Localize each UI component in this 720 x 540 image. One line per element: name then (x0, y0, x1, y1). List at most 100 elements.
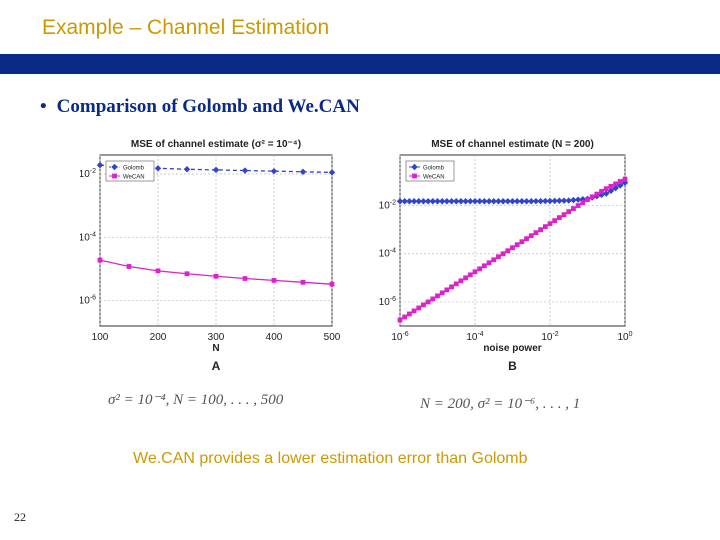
x-tick-label: 10-2 (541, 331, 558, 343)
x-tick-label: 10-4 (466, 331, 483, 343)
x-tick-label: 400 (266, 332, 283, 343)
data-point (435, 293, 440, 299)
data-point (505, 248, 511, 254)
data-point (579, 196, 587, 203)
data-point (462, 198, 469, 205)
data-point (617, 179, 623, 184)
data-point (556, 197, 563, 204)
x-tick-label: 200 (150, 332, 167, 343)
data-point (477, 266, 483, 272)
chart-a: MSE of channel estimate (σ² = 10⁻⁴) 100 20… (80, 139, 341, 373)
data-point (213, 273, 219, 279)
data-point (499, 198, 507, 205)
x-tick-label: 500 (324, 332, 341, 343)
data-point (402, 314, 408, 320)
data-point (270, 167, 278, 175)
data-point (603, 190, 610, 197)
data-point (425, 299, 431, 305)
data-point (524, 236, 529, 242)
data-point (416, 305, 422, 311)
data-point (504, 198, 512, 205)
data-point (463, 275, 469, 281)
legend-marker (411, 163, 418, 171)
data-point (406, 198, 413, 205)
legend-marker (412, 173, 417, 179)
data-point (523, 198, 530, 205)
data-point (271, 278, 277, 283)
data-point (518, 198, 526, 205)
chart-title: MSE of channel estimate (N = 200) (431, 139, 594, 150)
data-point (434, 198, 441, 205)
data-point (513, 198, 521, 205)
data-point (299, 168, 307, 175)
data-point (453, 198, 460, 205)
legend-label-golomb: Golomb (423, 166, 445, 172)
data-point (547, 221, 553, 227)
data-point (574, 196, 582, 203)
panel-label: A (212, 359, 221, 373)
data-point (542, 197, 549, 205)
data-point (510, 245, 515, 251)
data-point (594, 191, 600, 197)
y-tick-label: 10-6 (80, 295, 96, 307)
legend-marker (112, 173, 117, 179)
data-point (486, 260, 492, 266)
data-point (444, 287, 450, 293)
data-point (241, 167, 249, 174)
data-point (420, 198, 427, 205)
data-point (622, 176, 628, 182)
caption-a: σ² = 10⁻⁴, N = 100, . . . , 500 (108, 392, 284, 408)
data-point (396, 198, 404, 205)
data-point (585, 197, 590, 202)
data-point (453, 281, 459, 287)
data-point (184, 271, 190, 277)
data-point (300, 279, 306, 285)
data-point (126, 264, 132, 269)
data-point (560, 197, 568, 204)
data-point (500, 251, 506, 257)
data-point (519, 239, 525, 245)
page-number: 22 (14, 510, 26, 524)
data-point (551, 197, 558, 205)
data-point (533, 230, 539, 236)
data-point (154, 165, 162, 172)
data-point (613, 181, 619, 187)
x-tick-label: 100 (92, 332, 109, 343)
data-point (467, 272, 473, 278)
chart-b: MSE of channel estimate (N = 200) 10-6 10-… (379, 139, 633, 373)
data-point (580, 200, 586, 205)
data-point (467, 198, 474, 205)
data-point (491, 257, 497, 263)
data-point (439, 290, 445, 296)
data-point (242, 276, 248, 281)
data-point (556, 215, 562, 221)
data-point (449, 284, 454, 290)
data-point (328, 169, 336, 176)
bullet-point: • Comparison of Golomb and We.CAN (40, 96, 360, 118)
panel-label: B (508, 359, 517, 373)
data-point (448, 198, 455, 205)
data-point (571, 206, 576, 211)
data-point (546, 197, 554, 205)
x-axis-label: noise power (483, 343, 541, 354)
data-point (603, 186, 609, 192)
data-point (476, 198, 483, 205)
data-point (406, 311, 412, 317)
x-axis-label: N (212, 343, 219, 354)
slide-title: Example – Channel Estimation (42, 16, 330, 39)
y-tick-label: 10-6 (379, 296, 396, 308)
data-point (424, 198, 432, 205)
y-tick-label: 10-4 (80, 231, 96, 243)
data-point (565, 197, 572, 204)
legend-label-wecan: WeCAN (123, 175, 145, 181)
data-point (97, 257, 103, 263)
data-point (599, 189, 604, 194)
data-point (430, 296, 436, 302)
legend-label-wecan: WeCAN (423, 175, 445, 181)
data-point (528, 198, 535, 205)
bullet-text: Comparison of Golomb and We.CAN (56, 96, 360, 117)
data-point (607, 187, 615, 195)
data-point (528, 233, 534, 239)
data-point (509, 198, 516, 205)
data-point (496, 254, 501, 260)
